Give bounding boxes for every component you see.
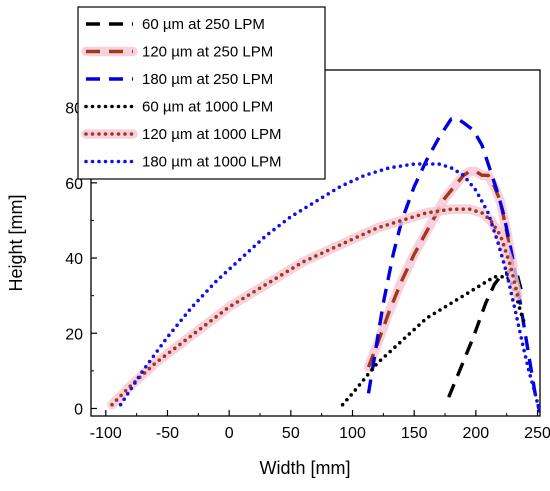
series-line-6 xyxy=(118,162,540,411)
series-layer xyxy=(107,117,540,413)
series-line-4 xyxy=(340,275,527,407)
x-tick-label: 100 xyxy=(339,425,366,442)
x-tick-label: -50 xyxy=(156,425,179,442)
series-line-5 xyxy=(110,207,520,407)
x-ticks: -100 -50 0 50 100 150 200 250 xyxy=(90,410,550,442)
x-tick-label: 50 xyxy=(282,425,300,442)
series-line-3 xyxy=(366,117,540,413)
x-axis-label: Width [mm] xyxy=(259,458,350,478)
legend: 60 µm at 250 LPM 120 µm at 250 LPM 180 µm … xyxy=(77,6,326,180)
x-tick-label: -100 xyxy=(90,425,122,442)
x-tick-label: 150 xyxy=(401,425,428,442)
x-tick-label: 0 xyxy=(225,425,234,442)
legend-label-1: 60 µm at 250 LPM xyxy=(142,16,265,33)
y-tick-label: 0 xyxy=(74,401,83,418)
x-tick-label: 200 xyxy=(463,425,490,442)
y-tick-label: 40 xyxy=(65,251,83,268)
y-axis-label: Height [mm] xyxy=(6,194,26,291)
y-tick-label: 60 xyxy=(65,176,83,193)
legend-label-4: 60 µm at 1000 LPM xyxy=(142,99,273,116)
legend-label-2: 120 µm at 250 LPM xyxy=(142,44,273,61)
legend-label-3: 180 µm at 250 LPM xyxy=(142,71,273,88)
legend-box xyxy=(77,6,326,180)
series-line-1 xyxy=(447,263,525,398)
legend-label-5: 120 µm at 1000 LPM xyxy=(142,126,282,143)
x-tick-label: 250 xyxy=(524,425,550,442)
y-tick-label: 20 xyxy=(65,326,83,343)
legend-label-6: 180 µm at 1000 LPM xyxy=(142,154,282,171)
